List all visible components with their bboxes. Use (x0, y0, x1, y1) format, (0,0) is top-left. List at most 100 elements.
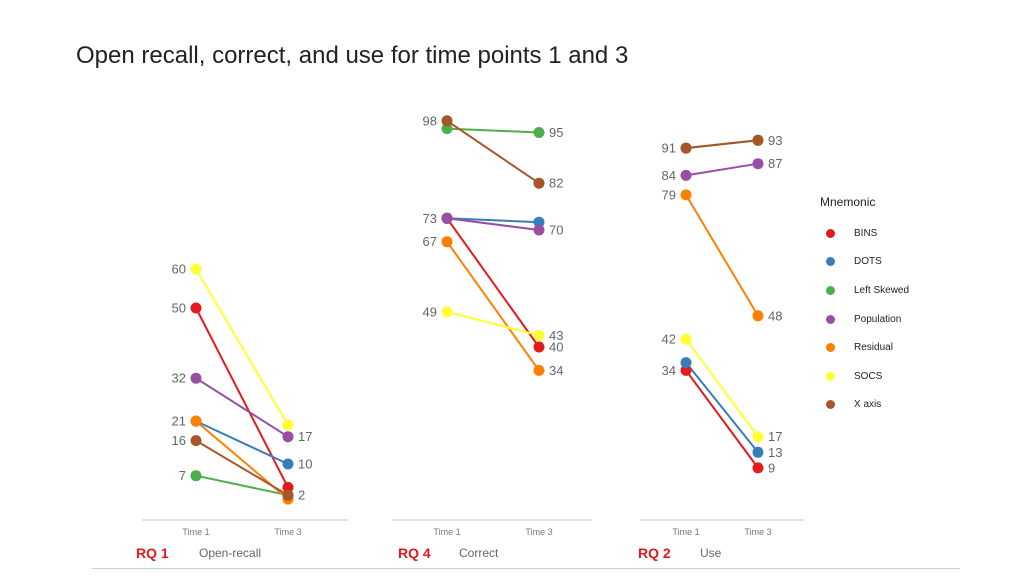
legend-title: Mnemonic (820, 195, 876, 209)
data-label: 34 (662, 363, 676, 378)
series-line (685, 139, 759, 150)
legend: Mnemonic BINS DOTS Left Skewed Population Re… (820, 195, 909, 419)
data-point (190, 372, 202, 384)
series-line (195, 474, 289, 497)
data-point (752, 462, 764, 474)
data-label: 67 (423, 234, 437, 249)
data-label: 95 (549, 125, 563, 140)
data-label: 50 (172, 301, 186, 316)
series-line (685, 194, 759, 317)
data-point (533, 177, 545, 189)
series-line (195, 439, 289, 497)
data-point (680, 364, 692, 376)
data-point (190, 435, 202, 447)
data-point (282, 481, 294, 493)
data-point (190, 302, 202, 314)
data-label: 60 (172, 262, 186, 277)
data-label: 48 (768, 308, 782, 323)
data-label: 34 (549, 363, 563, 378)
slide-title: Open recall, correct, and use for time p… (76, 42, 629, 69)
data-label: 2 (298, 488, 305, 503)
data-label: 84 (662, 168, 676, 183)
data-point (533, 216, 545, 228)
data-label: 32 (172, 371, 186, 386)
series-line (446, 241, 540, 371)
bottom-divider (92, 568, 960, 569)
data-label: 7 (179, 468, 186, 483)
data-label: 40 (549, 340, 563, 355)
x-tick-label: Time 3 (525, 527, 552, 537)
data-point (680, 169, 692, 181)
legend-swatch (826, 400, 835, 410)
data-point (190, 415, 202, 427)
legend-swatch (826, 228, 835, 238)
data-point (282, 458, 294, 470)
data-label: 13 (768, 445, 782, 460)
data-point (533, 127, 545, 138)
data-point (441, 306, 453, 318)
series-line (195, 268, 289, 426)
data-label: 10 (298, 457, 312, 472)
legend-swatch (826, 371, 835, 381)
legend-items: BINS DOTS Left Skewed Population Residual SOC… (820, 219, 909, 419)
data-label: 21 (172, 414, 186, 429)
data-point (752, 431, 764, 443)
data-point (680, 333, 692, 345)
data-point (441, 123, 453, 135)
series-line (685, 361, 759, 453)
legend-label: DOTS (854, 256, 882, 268)
data-point (441, 236, 453, 248)
legend-label: Residual (854, 342, 893, 354)
x-tick-label: Time 3 (274, 527, 301, 537)
data-label: 79 (662, 187, 676, 202)
legend-label: Population (854, 313, 902, 325)
data-point (752, 134, 764, 146)
legend-item: BINS (820, 219, 909, 248)
data-label: 73 (423, 211, 437, 226)
data-point (680, 357, 692, 369)
data-label: 16 (172, 433, 186, 448)
panel-label-open-recall: Open-recall (199, 546, 262, 560)
data-label: 42 (662, 332, 676, 347)
series-line (446, 119, 540, 185)
series-line (446, 217, 540, 348)
series-line (685, 338, 759, 438)
rq-label-4: RQ 4 (398, 545, 431, 561)
data-point (680, 189, 692, 201)
x-tick-label: Time 1 (433, 527, 460, 537)
legend-item: SOCS (820, 362, 909, 391)
data-point (190, 263, 202, 275)
data-label: 49 (423, 304, 437, 319)
data-label: 82 (549, 176, 563, 191)
data-label: 17 (768, 429, 782, 444)
legend-item: Residual (820, 333, 909, 362)
data-label: 43 (549, 328, 563, 343)
data-label: 70 (549, 223, 563, 238)
series-line (446, 217, 540, 231)
panel-label-use: Use (700, 546, 722, 560)
legend-swatch (826, 343, 835, 353)
legend-item: X axis (820, 391, 909, 420)
legend-label: SOCS (854, 370, 883, 382)
data-label: 91 (662, 141, 676, 156)
legend-swatch (826, 285, 835, 295)
legend-item: Population (820, 305, 909, 334)
series-line (195, 420, 289, 465)
series-line (685, 369, 759, 469)
data-point (441, 115, 453, 127)
legend-swatch (826, 257, 835, 267)
panel-label-correct: Correct (459, 546, 499, 560)
data-point (282, 419, 294, 431)
data-label: 9 (768, 460, 775, 475)
data-point (282, 431, 294, 443)
legend-label: Left Skewed (854, 284, 910, 296)
rq-label-1: RQ 1 (136, 545, 169, 561)
data-label: 93 (768, 133, 782, 148)
series-line (195, 377, 289, 438)
data-label: 98 (423, 113, 437, 128)
legend-swatch (826, 314, 835, 324)
series-line (446, 310, 540, 337)
legend-item: DOTS (820, 248, 909, 277)
data-point (533, 364, 545, 376)
